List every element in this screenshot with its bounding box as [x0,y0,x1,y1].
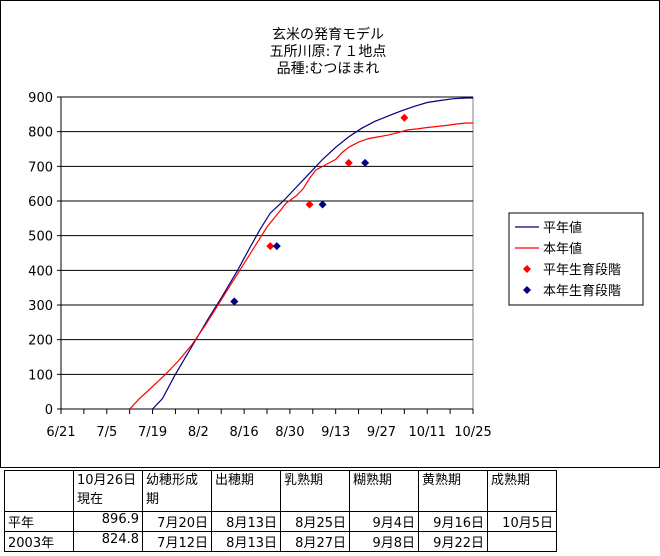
x-tick-label: 8/30 [275,425,304,440]
series-marker [305,200,314,209]
table-cell: 9月22日 [418,531,488,552]
table-row: 平年 896.9 7月20日 8月13日 8月25日 9月4日 9月16日 10… [4,511,557,532]
chart-title-line: 玄米の発育モデル [272,26,384,43]
header-panicle-formation: 幼穂形成期 [146,473,199,507]
table-cell: 7月12日 [142,531,212,552]
x-tick-label: 10/11 [408,425,445,440]
legend-box [508,212,644,306]
table-cell: 9月16日 [418,511,488,532]
legend-label: 本年値 [543,241,582,257]
y-tick-label: 200 [28,334,53,349]
table-header-cell: 糊熟期 [349,470,419,512]
series [129,97,473,410]
y-tick-label: 500 [28,230,53,245]
table-cell: 10月5日 [487,511,557,532]
y-tick-label: 0 [45,403,53,418]
table-header-cell: 乳熟期 [280,470,350,512]
header-yellow-ripe: 黄熟期 [422,473,462,488]
legend-label: 平年生育段階 [543,262,621,278]
y-tick-label: 600 [28,195,53,210]
legend-swatch [523,286,531,294]
y-tick-label: 800 [28,126,53,141]
gridlines [61,96,473,375]
series-marker [318,200,327,209]
axes: 0 100 200 300 400 500 600 700 800 900 6/21 7/5 7/19 8… [28,91,492,440]
x-tick-label: 9/13 [321,425,350,440]
x-tick-label: 8/2 [188,425,209,440]
table-cell: 7月20日 [142,511,212,532]
x-tick-label: 9/27 [367,425,396,440]
series-line [152,97,473,410]
x-tick-label: 10/25 [454,425,491,440]
table-cell: 9月4日 [349,511,419,532]
header-heading: 出穂期 [215,473,255,488]
series-marker [344,158,353,167]
chart-title-line: 五所川原:７１地点 [270,44,387,60]
legend-label: 本年生育段階 [543,283,621,299]
chart-title-line: 品種:むつほまれ [277,61,380,77]
row-label: 平年 [4,511,74,532]
y-tick-label: 100 [28,368,53,383]
table-cell [487,531,557,552]
table-header-cell: 幼穂形成期 [142,470,212,512]
table-cell: 8月27日 [280,531,350,552]
table-cell: 9月8日 [349,531,419,552]
series-marker [361,158,370,167]
series-marker [400,113,409,122]
x-tick-label: 6/21 [46,425,75,440]
y-tick-label: 700 [28,160,53,175]
x-tick-label: 8/16 [230,425,259,440]
table-cell: 8月13日 [211,531,281,552]
table-header-cell [4,470,74,512]
y-tick-label: 400 [28,264,53,279]
legend-swatch [523,265,531,273]
x-tick-label: 7/5 [96,425,117,440]
data-table: 10月26日 現在 幼穂形成期 出穂期 乳熟期 糊熟期 黄熟期 成熟期 平年 89… [4,470,557,552]
table-row: 2003年 824.8 7月12日 8月13日 8月27日 9月8日 9月22日 [4,531,557,552]
chart-frame: 玄米の発育モデル 五所川原:７１地点 品種:むつほまれ 0 100 200 300 400 5… [0,0,660,468]
table-cell: 8月25日 [280,511,350,532]
series-line [129,122,473,410]
table-header-cell: 黄熟期 [418,470,488,512]
legend-label: 平年値 [543,220,582,236]
row-label: 2003年 [4,531,74,552]
table-header-cell: 出穂期 [211,470,281,512]
series-marker [266,242,275,251]
series-marker [272,242,281,251]
header-dough-ripe: 糊熟期 [353,473,393,488]
header-milk-ripe: 乳熟期 [284,473,324,488]
x-tick-label: 7/19 [138,425,167,440]
series-marker [230,297,239,306]
table-header-cell: 成熟期 [487,470,557,512]
table-header-cell: 10月26日 現在 [73,470,143,512]
plot-area [60,96,474,410]
table-header-row: 10月26日 現在 幼穂形成期 出穂期 乳熟期 糊熟期 黄熟期 成熟期 [4,470,557,512]
table-cell: 8月13日 [211,511,281,532]
table-cell: 896.9 [73,511,143,532]
header-current-date: 10月26日 現在 [77,473,137,507]
y-tick-label: 300 [28,299,53,314]
y-tick-label: 900 [28,91,53,106]
header-full-ripe: 成熟期 [491,473,531,488]
table-cell: 824.8 [73,531,143,552]
